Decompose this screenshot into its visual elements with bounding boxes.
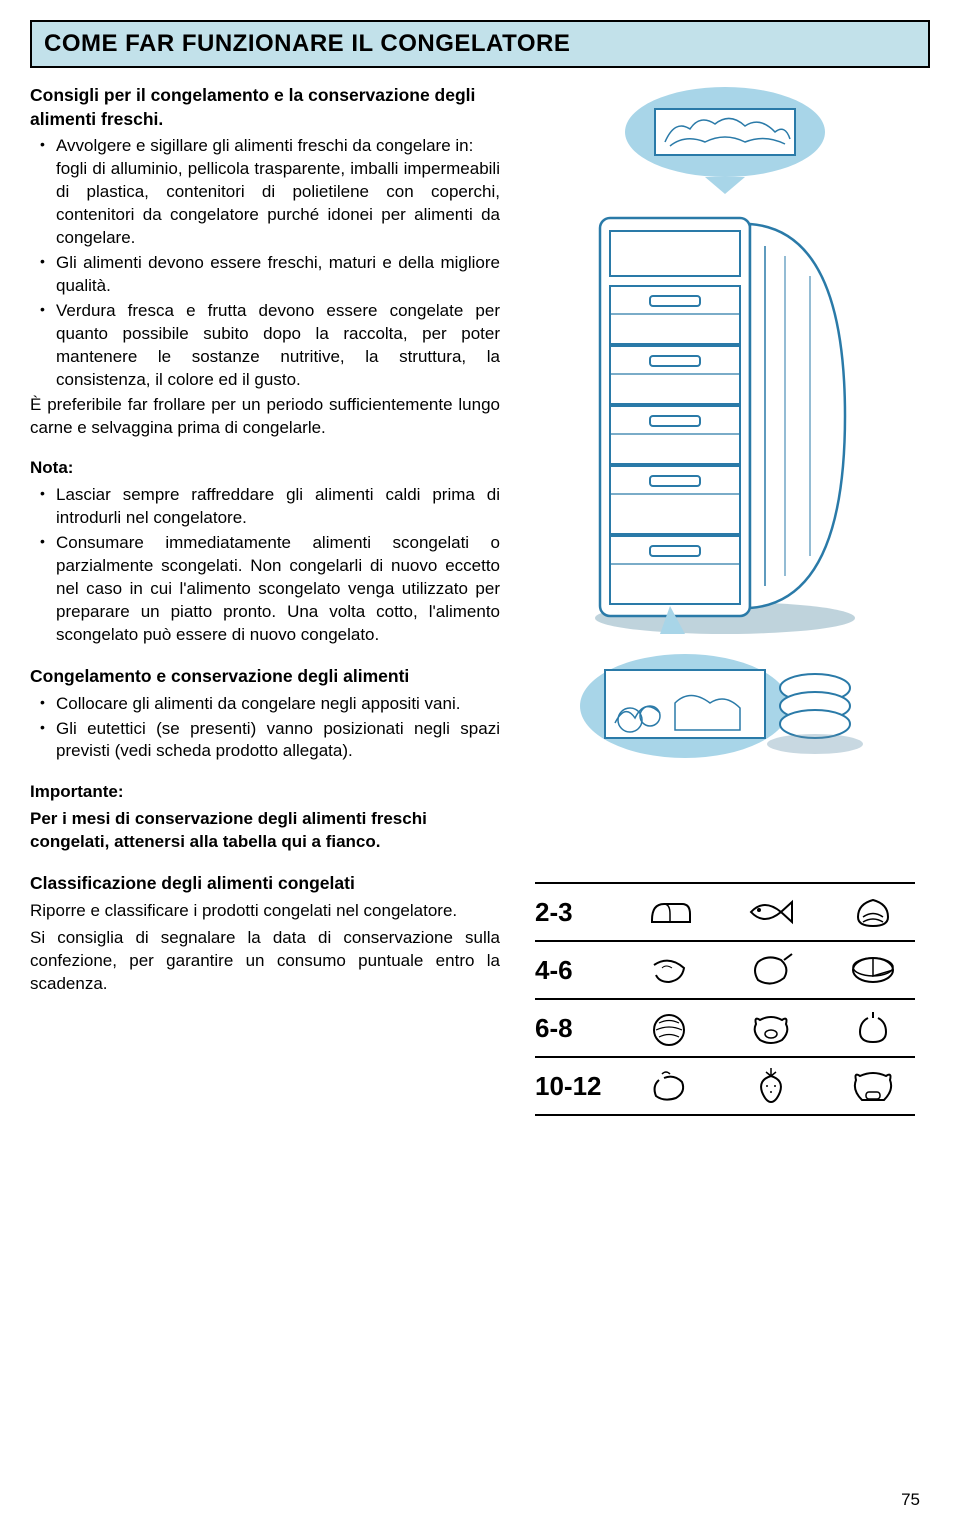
- freezer-icon: [585, 206, 865, 636]
- list-item: Verdura fresca e frutta devono essere co…: [46, 300, 500, 392]
- list-item: Consumare immediatamente alimenti sconge…: [46, 532, 500, 647]
- pig-head-icon: [746, 1008, 796, 1048]
- section-importante: Importante: Per i mesi di conservazione …: [30, 781, 500, 854]
- storage-row: 2-3: [535, 884, 915, 942]
- list-item: Lasciar sempre raffreddare gli alimenti …: [46, 484, 500, 530]
- left-column: Consigli per il congelamento e la conser…: [30, 84, 500, 1116]
- fish-icon: [746, 892, 796, 932]
- cabbage-icon: [644, 1008, 694, 1048]
- right-column: 2-3 4-6 6-8: [520, 84, 930, 1116]
- list-consigli: Avvolgere e sigillare gli alimenti fresc…: [30, 135, 500, 391]
- heading-congelamento: Congelamento e conservazione degli alime…: [30, 665, 500, 689]
- heading-classificazione: Classificazione degli alimenti congelati: [30, 872, 500, 896]
- list-nota: Lasciar sempre raffreddare gli alimenti …: [30, 484, 500, 647]
- bread-icon: [644, 892, 694, 932]
- section-consigli: Consigli per il congelamento e la conser…: [30, 84, 500, 439]
- label-nota: Nota:: [30, 457, 500, 480]
- storage-row: 4-6: [535, 942, 915, 1000]
- shellfish-icon: [848, 892, 898, 932]
- para-classificazione-2: Si consiglia di segnalare la data di con…: [30, 927, 500, 996]
- list-item: Collocare gli alimenti da congelare negl…: [46, 693, 500, 716]
- section-congelamento: Congelamento e conservazione degli alime…: [30, 665, 500, 763]
- page-title: COME FAR FUNZIONARE IL CONGELATORE: [44, 30, 916, 58]
- para-classificazione-1: Riporre e classificare i prodotti congel…: [30, 900, 500, 923]
- storage-table: 2-3 4-6 6-8: [535, 882, 915, 1116]
- heading-consigli: Consigli per il congelamento e la conser…: [30, 84, 500, 131]
- storage-months: 10-12: [535, 1071, 615, 1102]
- cheese-icon: [848, 950, 898, 990]
- list-congelamento: Collocare gli alimenti da congelare negl…: [30, 693, 500, 764]
- cow-head-icon: [848, 1066, 898, 1106]
- pepper-icon: [848, 1008, 898, 1048]
- strawberry-icon: [746, 1066, 796, 1106]
- label-importante: Importante:: [30, 781, 500, 804]
- storage-months: 6-8: [535, 1013, 615, 1044]
- content-wrapper: Consigli per il congelamento e la conser…: [30, 84, 930, 1116]
- storage-row: 6-8: [535, 1000, 915, 1058]
- title-box: COME FAR FUNZIONARE IL CONGELATORE: [30, 20, 930, 68]
- drawer-callout-icon: [575, 648, 875, 768]
- para-frollare: È preferibile far frollare per un period…: [30, 394, 500, 440]
- list-item: Gli alimenti devono essere freschi, matu…: [46, 252, 500, 298]
- ham-icon: [746, 950, 796, 990]
- storage-row: 10-12: [535, 1058, 915, 1116]
- compartment-callout-icon: [620, 84, 830, 194]
- chicken-icon: [644, 1066, 694, 1106]
- storage-months: 4-6: [535, 955, 615, 986]
- shrimp-icon: [644, 950, 694, 990]
- list-item: Avvolgere e sigillare gli alimenti fresc…: [46, 135, 500, 250]
- storage-months: 2-3: [535, 897, 615, 928]
- page-number: 75: [901, 1490, 920, 1510]
- section-nota: Nota: Lasciar sempre raffreddare gli ali…: [30, 457, 500, 647]
- text-importante: Per i mesi di conservazione degli alimen…: [30, 808, 500, 854]
- list-item: Gli eutettici (se presenti) vanno posizi…: [46, 718, 500, 764]
- section-classificazione: Classificazione degli alimenti congelati…: [30, 872, 500, 995]
